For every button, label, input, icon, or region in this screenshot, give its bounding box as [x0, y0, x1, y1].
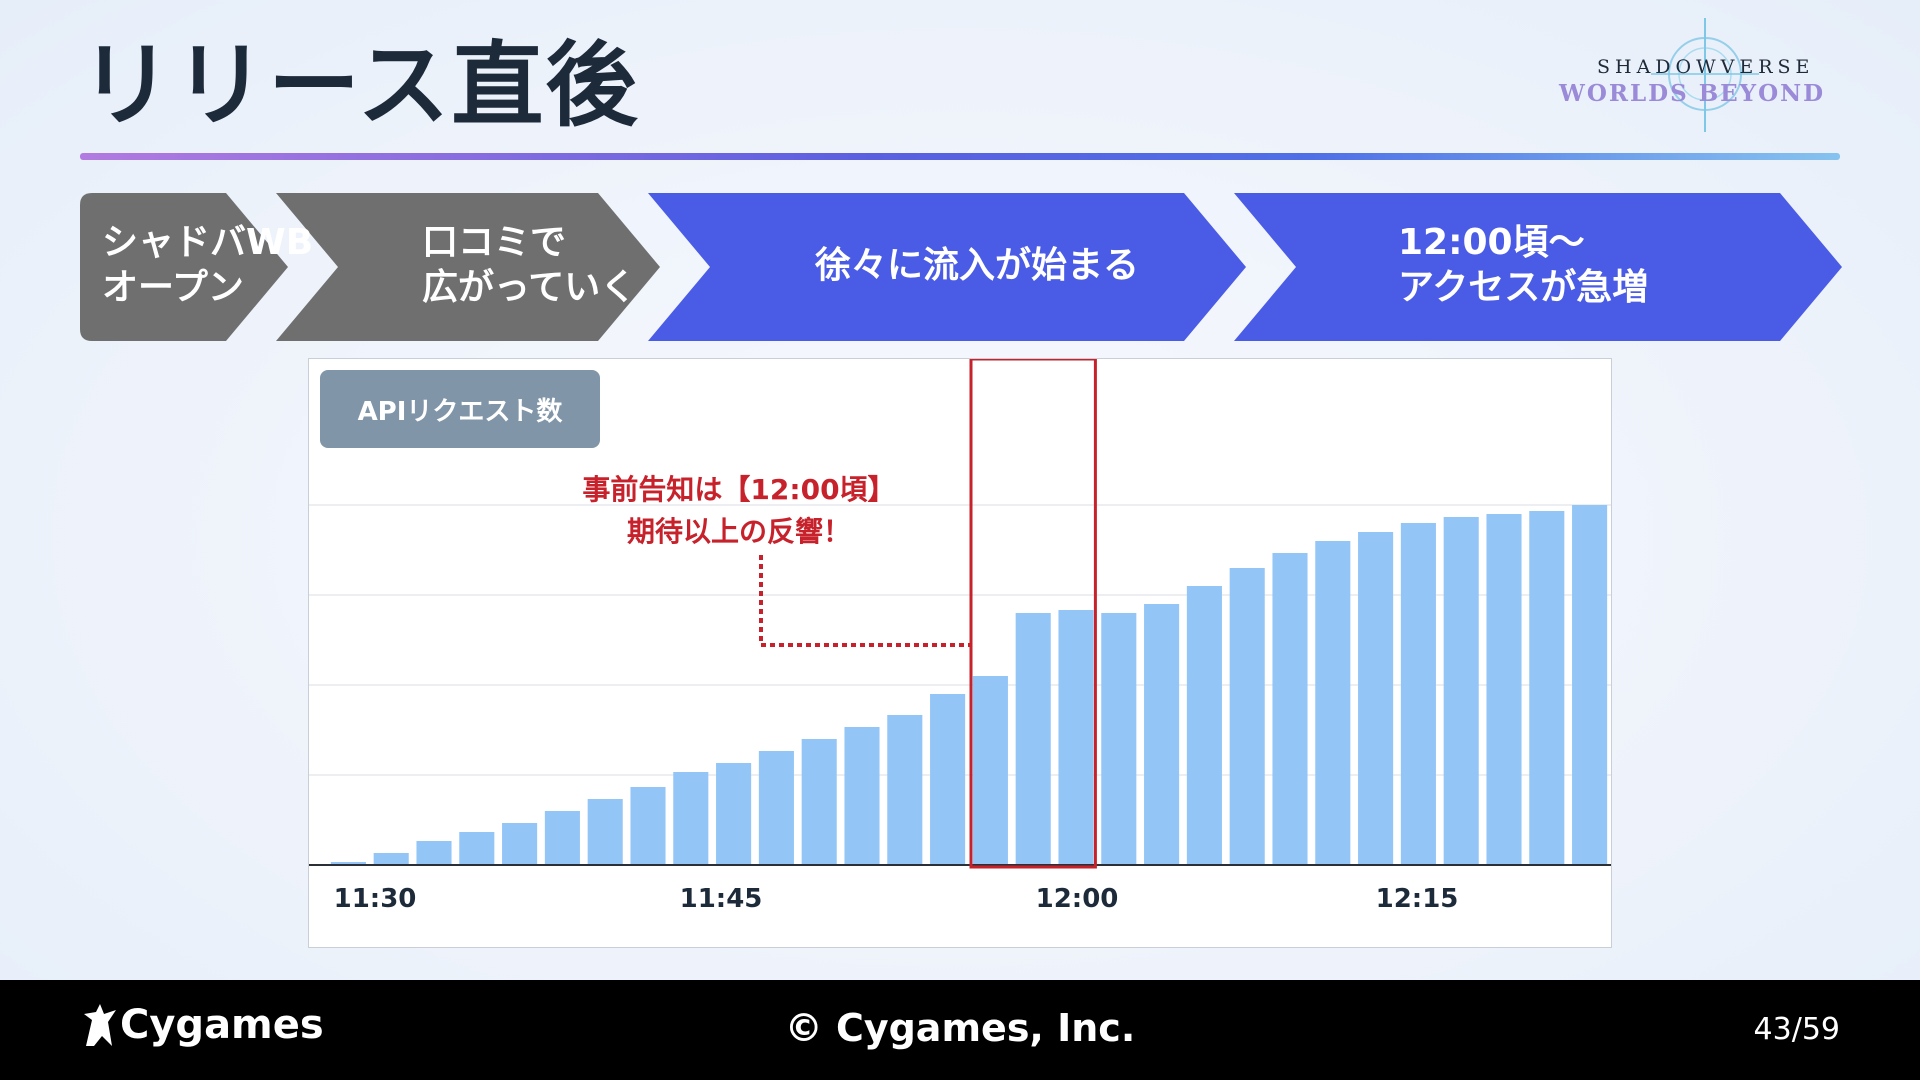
- page-title: リリース直後: [80, 32, 640, 139]
- bar-11:54: [1358, 532, 1394, 865]
- bar-11:34: [502, 823, 538, 865]
- bar-11:31: [373, 853, 409, 865]
- process-step-3: [648, 193, 1246, 341]
- bar-11:35: [544, 811, 580, 865]
- title-underline: [80, 153, 1840, 160]
- x-tick-label-2: 11:45: [680, 884, 763, 914]
- bar-11:59: [1572, 505, 1608, 865]
- chart-canvas: 11:30 11:45 12:00 12:15: [309, 359, 1611, 914]
- annotation-line-1: 事前告知は【12:00頃】: [582, 473, 896, 506]
- bar-11:38: [673, 772, 709, 865]
- logo-emblem-icon: [1651, 18, 1759, 132]
- game-logo: SHADOWVERSE WORLDS BEYOND: [1555, 16, 1845, 136]
- annotation-leader-line: [759, 555, 971, 647]
- bar-11:48: [1101, 613, 1137, 865]
- footer-copyright: © Cygames, Inc.: [784, 1006, 1136, 1050]
- bar-11:58: [1529, 511, 1565, 865]
- x-tick-label-4: 12:15: [1376, 884, 1459, 914]
- footer-brand-text: Cygames: [120, 1002, 324, 1048]
- bar-11:36: [587, 799, 623, 865]
- process-flow: シャドバWB オープン 口コミで 広がっていく 徐々に流入が始まる 12:00頃…: [80, 193, 1842, 341]
- footer: Cygames © Cygames, Inc. 43/59: [0, 980, 1920, 1080]
- chart-title-badge: APIリクエスト数: [320, 370, 600, 448]
- footer-brand: Cygames: [80, 1002, 324, 1048]
- logo-text-top: SHADOWVERSE: [1597, 56, 1815, 78]
- x-tick-label-3: 12:00: [1036, 884, 1119, 914]
- bar-11:49: [1144, 604, 1180, 865]
- bar-11:32: [416, 841, 452, 865]
- bar-11:39: [716, 763, 752, 865]
- bar-11:40: [758, 751, 794, 865]
- chart-annotation: 事前告知は【12:00頃】 期待以上の反響！: [559, 469, 919, 553]
- api-request-chart: 11:30 11:45 12:00 12:15 APIリクエスト数 事前告知は【12:…: [308, 358, 1612, 948]
- step-4-label: 12:00頃～ アクセスが急増: [1398, 222, 1649, 308]
- bar-11:37: [630, 787, 666, 865]
- bar-11:46: [1015, 613, 1051, 865]
- process-step-4: [1234, 193, 1842, 341]
- bar-11:33: [459, 832, 495, 865]
- logo-text-bottom: WORLDS BEYOND: [1559, 80, 1826, 107]
- bar-11:47: [1058, 610, 1094, 865]
- bar-11:43: [887, 715, 923, 865]
- bar-11:42: [844, 727, 880, 865]
- bar-11:30: [330, 862, 366, 865]
- process-arrows: [80, 193, 1842, 341]
- cygames-logo-icon: [84, 1004, 116, 1046]
- bar-11:50: [1186, 586, 1222, 865]
- bar-11:44: [930, 694, 966, 865]
- bar-11:53: [1315, 541, 1351, 865]
- process-step-2: [276, 193, 660, 341]
- annotation-line-2: 期待以上の反響！: [626, 515, 851, 548]
- bar-11:57: [1486, 514, 1522, 865]
- page-number: 43/59: [1753, 1012, 1840, 1047]
- bar-11:55: [1400, 523, 1436, 865]
- bar-11:56: [1443, 517, 1479, 865]
- bar-11:45: [972, 676, 1008, 865]
- bar-11:41: [801, 739, 837, 865]
- highlight-box: [969, 359, 1097, 869]
- step-1-label: シャドバWB オープン: [102, 222, 314, 308]
- step-3-label: 徐々に流入が始まる: [815, 245, 1140, 286]
- bar-11:51: [1229, 568, 1265, 865]
- step-2-label: 口コミで 広がっていく: [422, 222, 637, 308]
- bar-11:52: [1272, 553, 1308, 865]
- process-step-1: [80, 193, 288, 341]
- x-tick-label-1: 11:30: [334, 884, 417, 914]
